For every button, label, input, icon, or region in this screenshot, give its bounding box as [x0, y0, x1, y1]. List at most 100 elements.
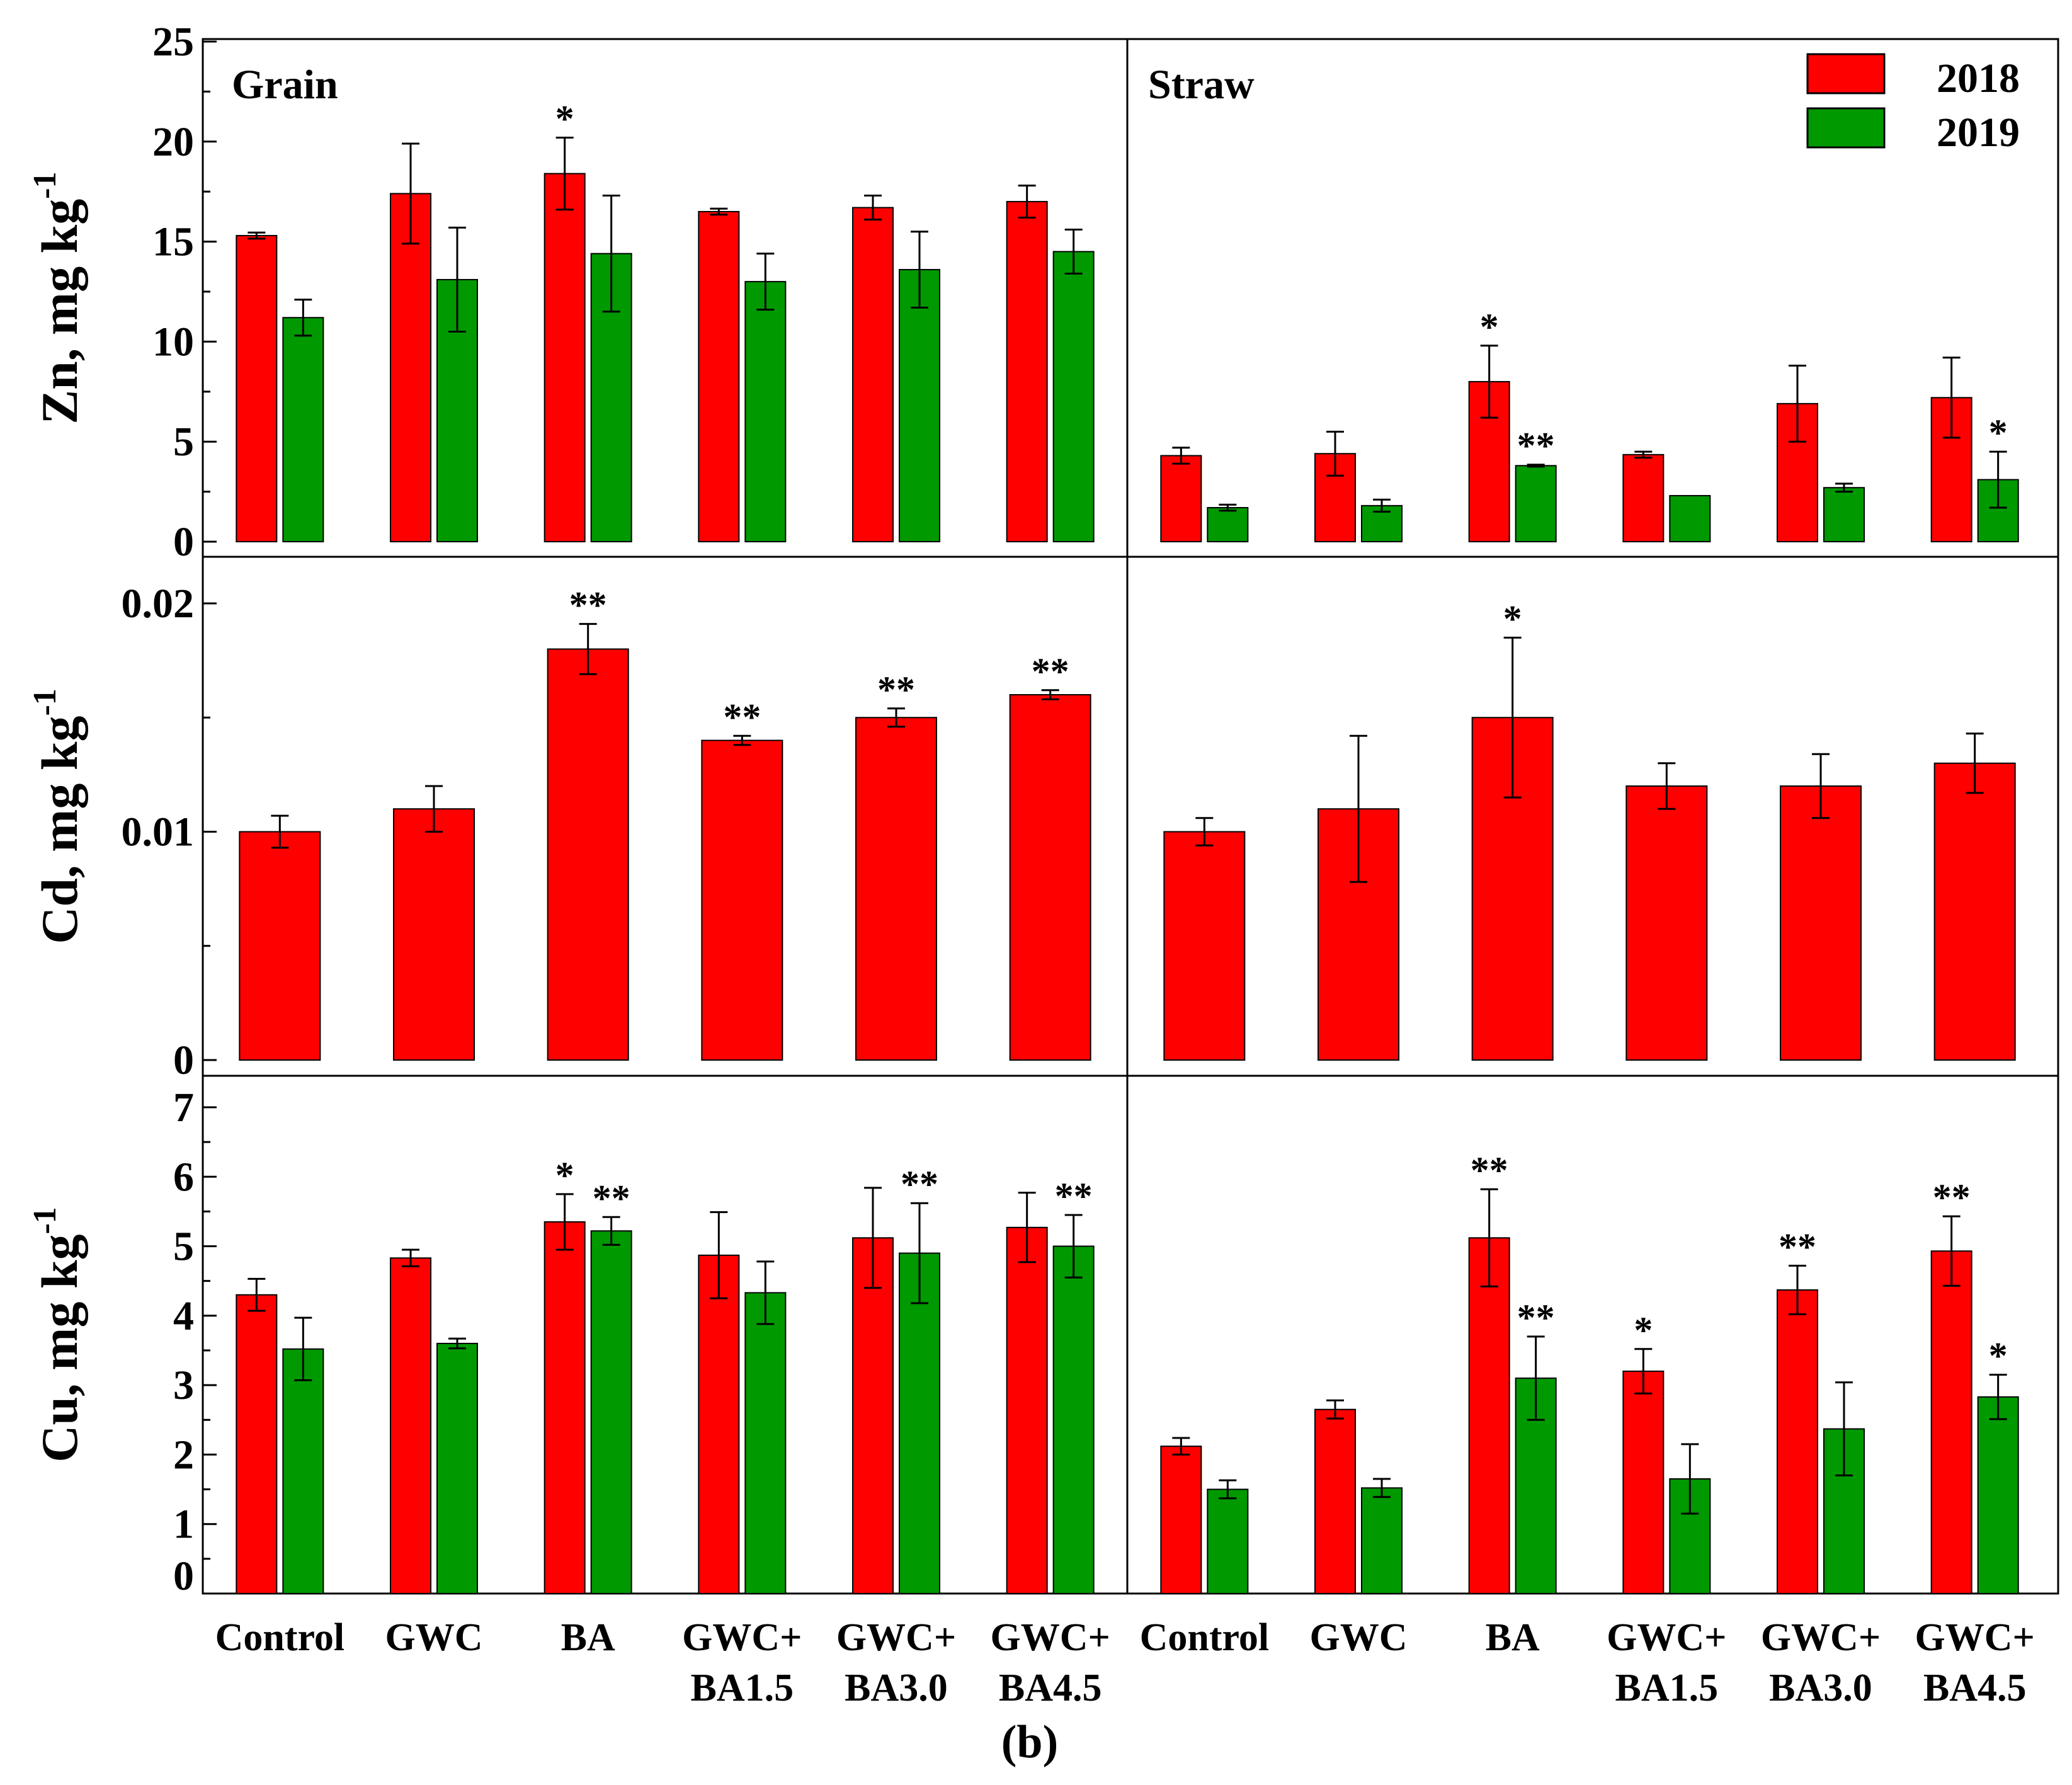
y-tick-label: 10	[152, 319, 194, 365]
bar-zn-grain-2018	[236, 235, 278, 542]
bar-cu-grain-2018	[852, 1237, 894, 1594]
significance-mark: *	[555, 1155, 574, 1196]
y-axis-label-text: Cu, mg kg	[31, 1235, 88, 1463]
bar-cu-grain-2018	[236, 1294, 278, 1595]
y-tick-label: 2	[173, 1432, 194, 1478]
y-tick-label: 6	[173, 1154, 194, 1200]
figure-label-letter: b	[1016, 1716, 1042, 1768]
x-tick-label: BA4.5	[999, 1667, 1102, 1709]
bar-zn-straw-2019	[1823, 487, 1865, 542]
y-tick-label: 3	[173, 1362, 194, 1408]
x-tick-label: GWC	[1310, 1616, 1408, 1659]
x-tick-label: GWC+	[1915, 1616, 2034, 1659]
y-tick-label: 0.01	[122, 809, 195, 855]
legend: 2018 2019	[1806, 53, 2020, 156]
bar-cd-grain-2018	[547, 648, 629, 1061]
bar-cu-grain-2019	[744, 1292, 787, 1595]
significance-mark: **	[569, 585, 607, 626]
bar-zn-grain-2018	[852, 207, 894, 543]
significance-mark: **	[1779, 1226, 1816, 1267]
significance-mark: **	[1032, 651, 1069, 692]
bar-cu-straw-2018	[1314, 1408, 1356, 1595]
y-tick-label: 5	[173, 1224, 194, 1270]
bar-zn-straw-2018	[1622, 453, 1665, 542]
y-tick-label: 1	[173, 1502, 194, 1548]
bar-zn-straw-2019	[1669, 494, 1711, 543]
bar-cu-straw-2018	[1930, 1250, 1972, 1594]
y-tick-label: 0	[173, 1037, 194, 1083]
y-tick-label: 5	[173, 419, 194, 465]
plot-frame	[202, 38, 2059, 1595]
bar-cd-grain-2018	[701, 739, 783, 1061]
figure-label-close: )	[1043, 1716, 1059, 1768]
y-tick-label: 15	[152, 219, 194, 265]
bar-cd-grain-2018	[1009, 694, 1091, 1061]
significance-mark: **	[877, 669, 915, 710]
bar-cu-straw-2019	[1977, 1396, 2019, 1594]
x-tick-label: Control	[215, 1616, 345, 1659]
x-tick-label: GWC+	[682, 1616, 802, 1659]
x-tick-label: GWC+	[1761, 1616, 1881, 1659]
y-axis-label-superscript: -1	[27, 688, 63, 716]
bar-cd-straw-2018	[1780, 785, 1862, 1061]
bar-cu-straw-2018	[1468, 1237, 1510, 1594]
significance-mark: *	[555, 98, 574, 139]
y-axis-label-superscript: -1	[27, 1207, 63, 1234]
legend-swatch-2018	[1806, 53, 1886, 94]
legend-swatch-2019	[1806, 107, 1886, 149]
bar-zn-grain-2018	[390, 193, 431, 543]
bar-cu-grain-2018	[698, 1254, 740, 1594]
bar-zn-grain-2019	[744, 281, 787, 542]
bar-cu-straw-2019	[1207, 1488, 1249, 1595]
significance-mark: *	[1989, 412, 2008, 453]
y-tick-label: 0	[173, 519, 194, 565]
figure-label: (b)	[1001, 1716, 1058, 1768]
significance-mark: *	[1480, 306, 1499, 348]
column-title-straw: Straw	[1148, 62, 1255, 108]
significance-mark: **	[723, 696, 761, 738]
y-tick-label: 0.02	[122, 581, 195, 627]
legend-label-2019: 2019	[1937, 110, 2020, 156]
x-tick-label: GWC+	[990, 1616, 1110, 1659]
column-title-grain: Grain	[232, 62, 338, 108]
bar-cu-straw-2018	[1622, 1371, 1665, 1594]
bar-cd-straw-2018	[1163, 831, 1246, 1061]
bar-cu-grain-2019	[1052, 1245, 1095, 1594]
x-tick-label: BA	[561, 1616, 615, 1659]
y-axis-label: Cu, mg kg-1	[27, 1207, 88, 1463]
bar-cu-grain-2018	[544, 1221, 586, 1594]
bar-cu-grain-2019	[436, 1342, 478, 1594]
bar-zn-straw-2018	[1160, 455, 1202, 542]
significance-mark: **	[1517, 1297, 1555, 1338]
significance-mark: *	[1503, 598, 1522, 639]
significance-mark: **	[1933, 1177, 1971, 1218]
y-tick-label: 7	[173, 1085, 194, 1131]
bar-cd-straw-2018	[1933, 762, 2016, 1061]
bar-zn-straw-2019	[1207, 507, 1249, 542]
bar-zn-grain-2019	[899, 269, 940, 542]
legend-label-2018: 2018	[1937, 55, 2020, 101]
significance-mark: **	[1055, 1175, 1093, 1217]
bar-cu-grain-2019	[282, 1348, 324, 1594]
x-tick-label: GWC+	[1607, 1616, 1726, 1659]
y-tick-label: 0	[173, 1553, 194, 1599]
significance-mark: **	[901, 1163, 938, 1205]
figure-label-open: (	[1001, 1716, 1017, 1768]
x-tick-label: GWC+	[836, 1616, 956, 1659]
bar-cu-grain-2018	[390, 1257, 431, 1594]
x-tick-label: BA3.0	[845, 1667, 948, 1709]
bar-cu-straw-2018	[1160, 1446, 1202, 1595]
y-axis-label-superscript: -1	[27, 171, 63, 198]
significance-mark: **	[1471, 1149, 1508, 1191]
bar-zn-grain-2018	[544, 173, 586, 542]
bar-cd-grain-2018	[393, 808, 475, 1061]
x-tick-label: BA1.5	[691, 1667, 794, 1709]
significance-mark: *	[1634, 1309, 1653, 1351]
y-tick-label: 4	[173, 1293, 194, 1339]
bar-zn-grain-2019	[1052, 251, 1095, 542]
x-tick-label: BA3.0	[1769, 1667, 1872, 1709]
bar-zn-grain-2018	[1006, 201, 1048, 542]
y-tick-label: 20	[152, 119, 194, 165]
